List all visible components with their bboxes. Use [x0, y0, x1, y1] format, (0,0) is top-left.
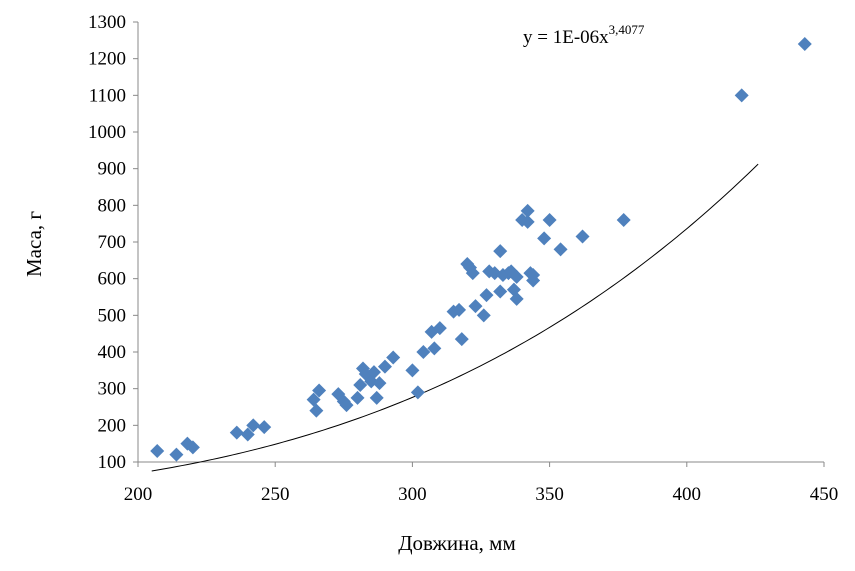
x-axis-title: Довжина, мм	[398, 531, 516, 555]
y-tick-label: 900	[98, 159, 127, 180]
x-tick-label: 300	[398, 484, 427, 505]
data-point	[240, 427, 255, 442]
y-tick-label: 1300	[88, 12, 126, 33]
y-tick-label: 500	[98, 305, 127, 326]
equation-base: y = 1E-06x	[523, 27, 609, 48]
data-point	[257, 420, 272, 435]
data-point	[797, 37, 812, 51]
y-tick-label: 200	[98, 415, 127, 436]
data-point	[350, 390, 365, 405]
data-point	[410, 385, 425, 400]
data-point	[553, 242, 568, 257]
y-tick-label: 1000	[88, 122, 126, 143]
data-point	[493, 284, 508, 299]
data-point	[339, 398, 354, 413]
y-tick-label: 400	[98, 342, 127, 363]
data-point	[509, 291, 524, 306]
data-point	[468, 299, 483, 314]
x-tick-labels: 200 250 300 350 400 450	[124, 484, 839, 505]
y-tick-label: 700	[98, 232, 127, 253]
data-point	[246, 418, 261, 433]
equation-exponent: 3,4077	[609, 22, 645, 37]
data-point	[366, 365, 381, 380]
x-tick-label: 350	[535, 484, 564, 505]
data-point	[520, 214, 535, 229]
data-points	[150, 37, 812, 462]
data-point	[476, 308, 491, 323]
data-point	[734, 88, 749, 103]
data-point	[372, 376, 387, 391]
data-point	[150, 444, 165, 458]
data-point	[353, 378, 368, 392]
data-point	[416, 345, 431, 359]
data-point	[386, 350, 401, 365]
data-point	[616, 213, 631, 227]
data-point	[405, 363, 420, 378]
data-point	[479, 288, 494, 303]
data-point	[542, 213, 557, 227]
x-tick-label: 450	[810, 484, 839, 505]
x-tick-label: 400	[673, 484, 702, 505]
y-tick-label: 800	[98, 195, 127, 216]
data-point	[520, 203, 535, 218]
data-point	[537, 231, 552, 246]
y-tick-labels: 100 200 300 400 500 600 700 800 900 1000 1100 1200 1…	[88, 12, 126, 473]
data-point	[169, 447, 184, 462]
data-point	[465, 266, 480, 281]
data-point	[432, 321, 447, 336]
data-point	[229, 425, 244, 440]
y-tick-label: 1100	[89, 85, 126, 106]
y-axis-title: Маса, г	[22, 211, 46, 277]
data-point	[575, 229, 590, 244]
data-point	[369, 390, 384, 405]
data-point	[306, 392, 321, 407]
data-point	[309, 403, 324, 418]
data-point	[312, 383, 327, 398]
data-point	[493, 244, 508, 259]
data-point	[509, 269, 524, 284]
y-tick-label: 600	[98, 269, 127, 290]
power-trendline	[151, 163, 759, 472]
x-tick-label: 250	[261, 484, 290, 505]
y-tick-label: 300	[98, 379, 127, 400]
y-tick-label: 1200	[88, 49, 126, 70]
data-point	[526, 268, 541, 282]
data-point	[377, 359, 392, 374]
x-tick-label: 200	[124, 484, 153, 505]
data-point	[454, 332, 469, 347]
data-point	[504, 264, 519, 279]
data-point	[185, 440, 200, 455]
y-tick-label: 100	[98, 452, 127, 473]
trendline-equation: y = 1E-06x3,4077	[523, 22, 645, 48]
data-point	[427, 341, 442, 356]
data-point	[452, 302, 467, 317]
axes	[133, 21, 825, 467]
